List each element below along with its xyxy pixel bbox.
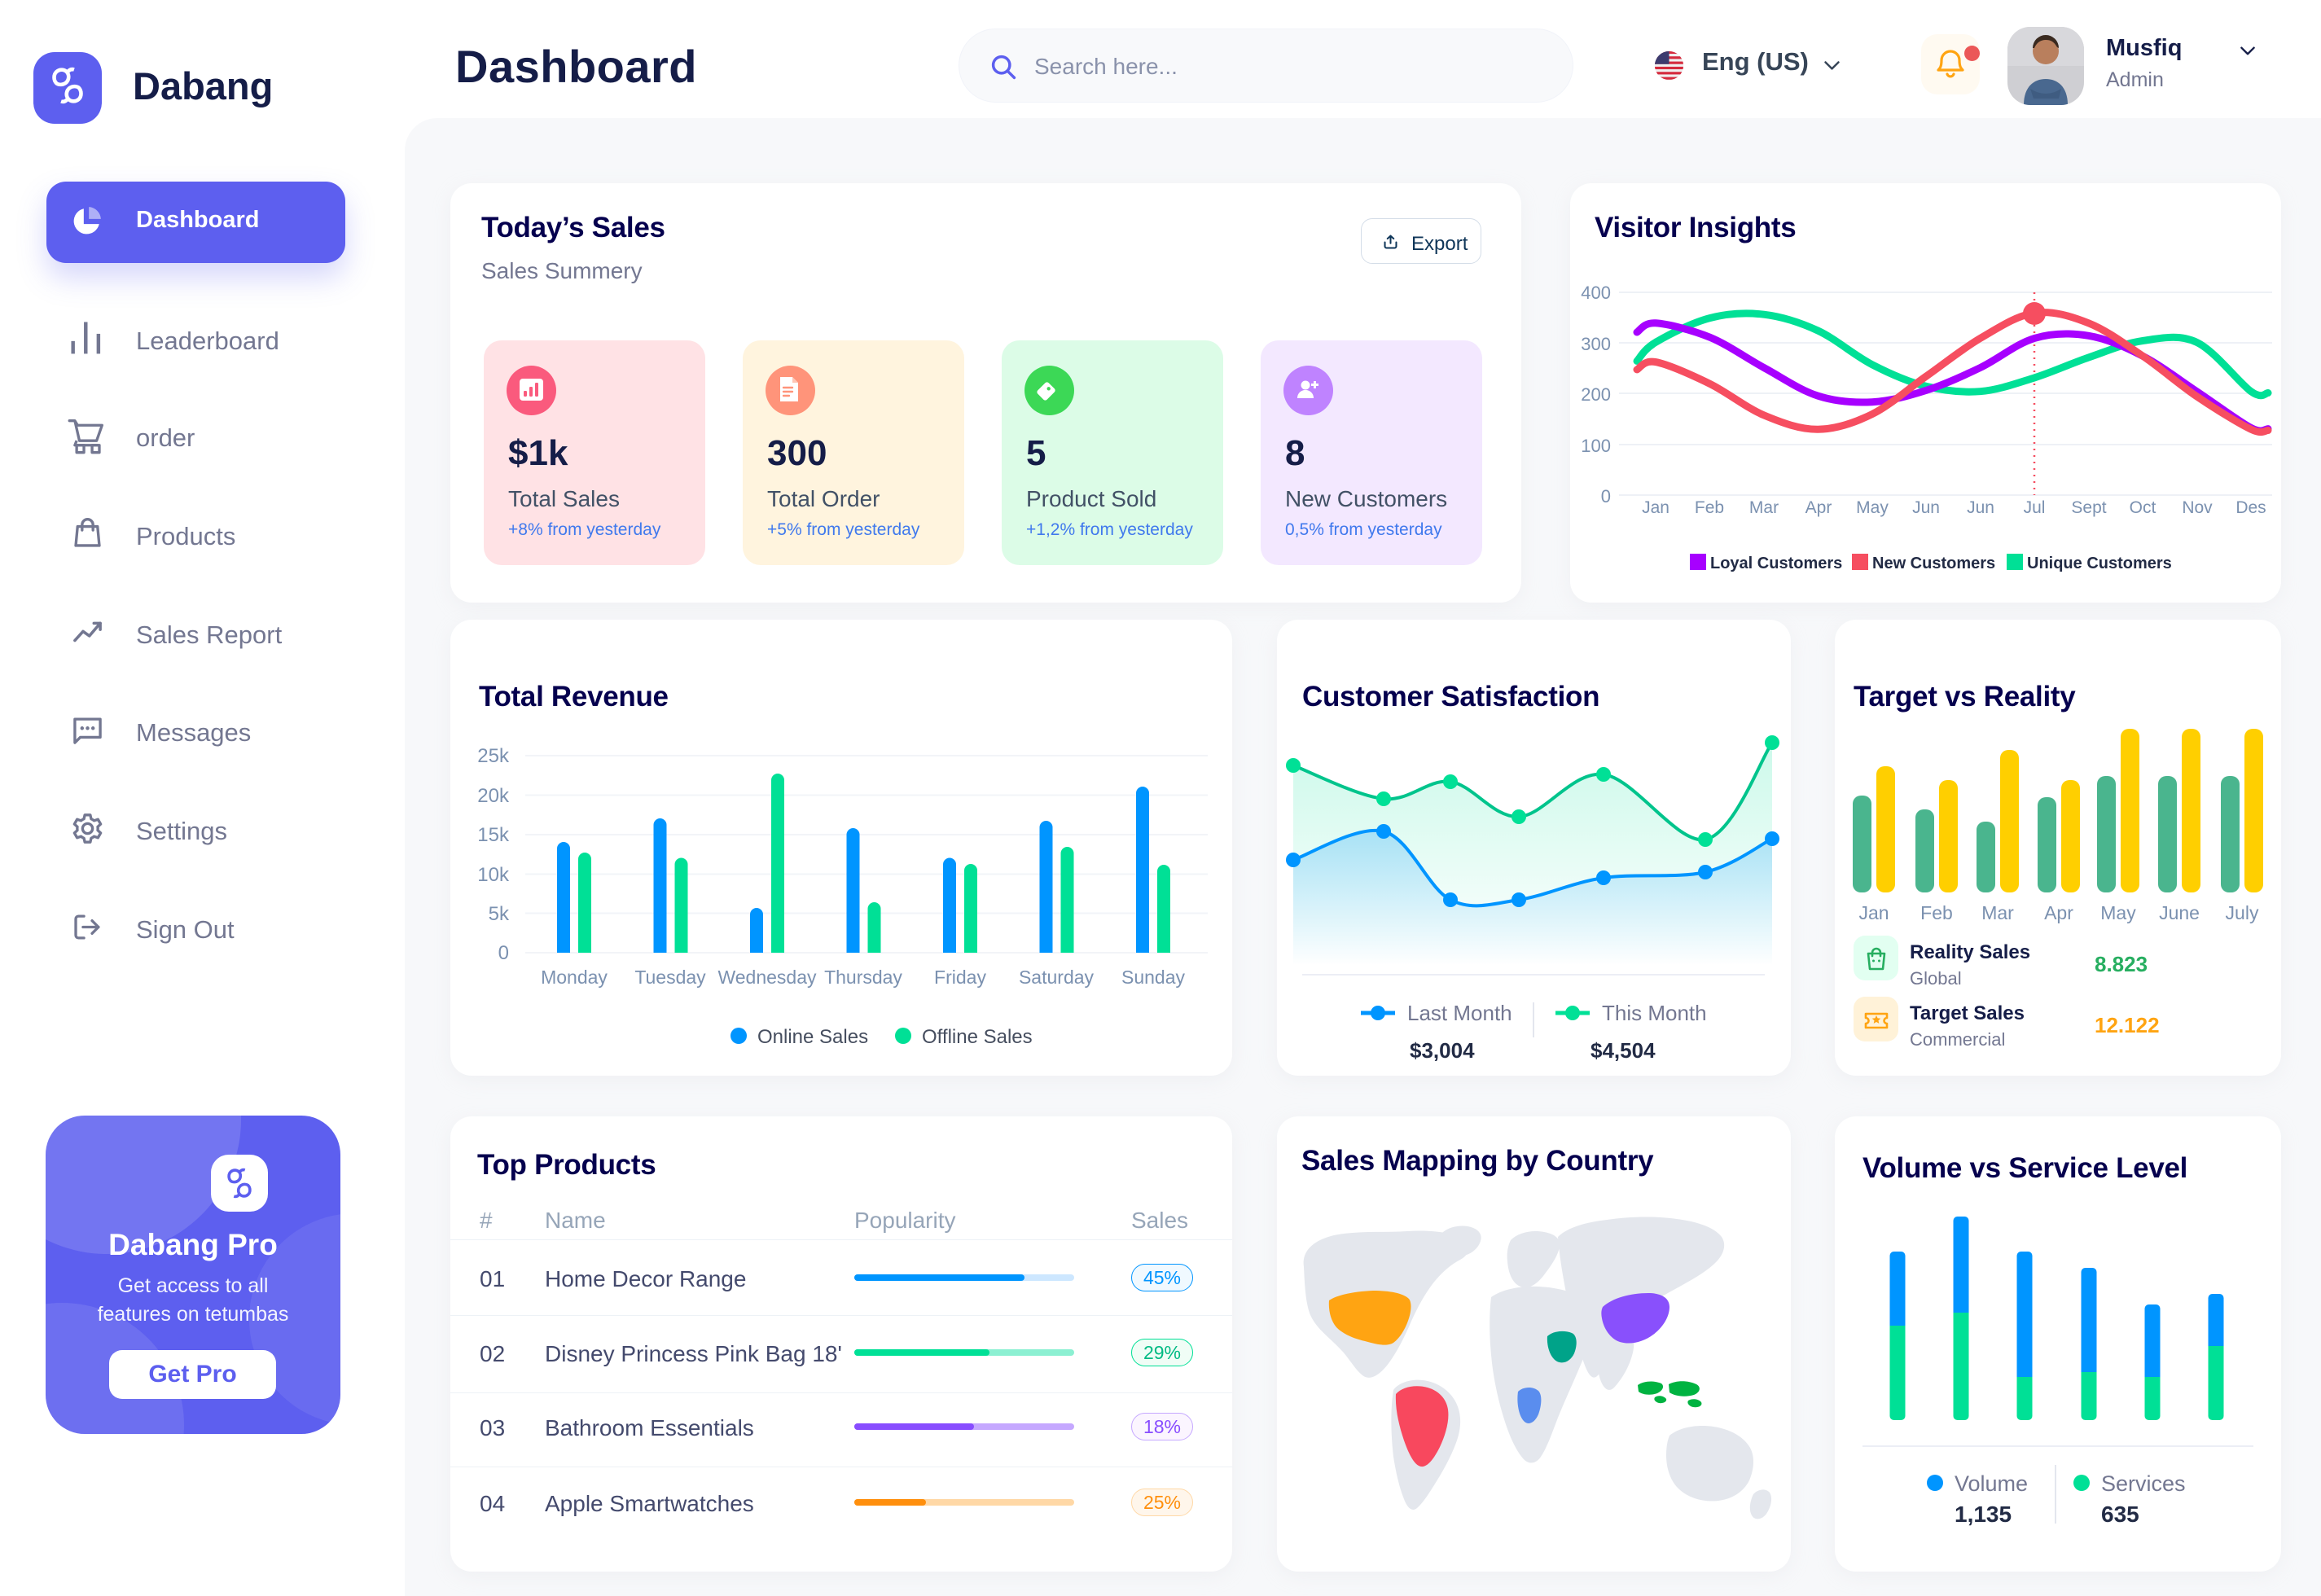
svg-text:Tuesday: Tuesday xyxy=(634,967,706,988)
svg-text:New Customers: New Customers xyxy=(1872,555,1995,572)
svg-text:Nov: Nov xyxy=(2182,498,2213,517)
svg-text:Saturday: Saturday xyxy=(1019,967,1095,988)
svg-text:Jul: Jul xyxy=(2024,498,2046,517)
svg-text:Online Sales: Online Sales xyxy=(757,1026,868,1048)
svg-text:15k: 15k xyxy=(477,824,510,846)
svg-text:25k: 25k xyxy=(477,745,510,767)
svg-text:Jun: Jun xyxy=(1912,498,1940,517)
svg-text:$3,004: $3,004 xyxy=(1410,1038,1475,1063)
svg-text:Oct: Oct xyxy=(2130,498,2156,517)
svg-text:Services: Services xyxy=(2101,1471,2186,1496)
svg-text:300: 300 xyxy=(1581,334,1611,354)
svg-text:Volume: Volume xyxy=(1955,1471,2028,1496)
svg-text:Apr: Apr xyxy=(1805,498,1832,517)
svg-text:10k: 10k xyxy=(477,864,510,886)
svg-text:Unique Customers: Unique Customers xyxy=(2027,555,2172,572)
svg-text:Mar: Mar xyxy=(1981,902,2014,923)
svg-text:100: 100 xyxy=(1581,436,1611,456)
svg-text:20k: 20k xyxy=(477,785,510,807)
svg-text:Jun: Jun xyxy=(1967,498,1994,517)
svg-text:0: 0 xyxy=(1601,486,1611,506)
svg-text:Des: Des xyxy=(2235,498,2266,517)
svg-text:Thursday: Thursday xyxy=(824,967,902,988)
svg-text:Jan: Jan xyxy=(1858,902,1889,923)
svg-text:1,135: 1,135 xyxy=(1955,1502,2012,1527)
svg-text:200: 200 xyxy=(1581,384,1611,405)
svg-text:May: May xyxy=(2100,902,2136,923)
svg-text:Loyal Customers: Loyal Customers xyxy=(1710,555,1842,572)
svg-text:May: May xyxy=(1856,498,1889,517)
svg-text:July: July xyxy=(2226,902,2259,923)
svg-text:Apr: Apr xyxy=(2044,902,2073,923)
svg-text:Offline Sales: Offline Sales xyxy=(922,1026,1033,1048)
svg-text:Feb: Feb xyxy=(1695,498,1724,517)
svg-text:Friday: Friday xyxy=(934,967,986,988)
svg-text:Wednesday: Wednesday xyxy=(717,967,817,988)
svg-text:400: 400 xyxy=(1581,283,1611,303)
svg-text:Monday: Monday xyxy=(541,967,608,988)
svg-text:Mar: Mar xyxy=(1749,498,1779,517)
svg-text:Jan: Jan xyxy=(1642,498,1669,517)
svg-text:Sept: Sept xyxy=(2071,498,2106,517)
svg-text:0: 0 xyxy=(498,942,509,964)
svg-text:Sunday: Sunday xyxy=(1121,967,1186,988)
svg-text:5k: 5k xyxy=(489,903,510,925)
svg-text:Last Month: Last Month xyxy=(1407,1001,1512,1025)
svg-text:June: June xyxy=(2159,902,2200,923)
svg-text:Feb: Feb xyxy=(1920,902,1953,923)
svg-text:635: 635 xyxy=(2101,1502,2139,1527)
svg-text:$4,504: $4,504 xyxy=(1590,1038,1656,1063)
svg-text:This Month: This Month xyxy=(1602,1001,1707,1025)
